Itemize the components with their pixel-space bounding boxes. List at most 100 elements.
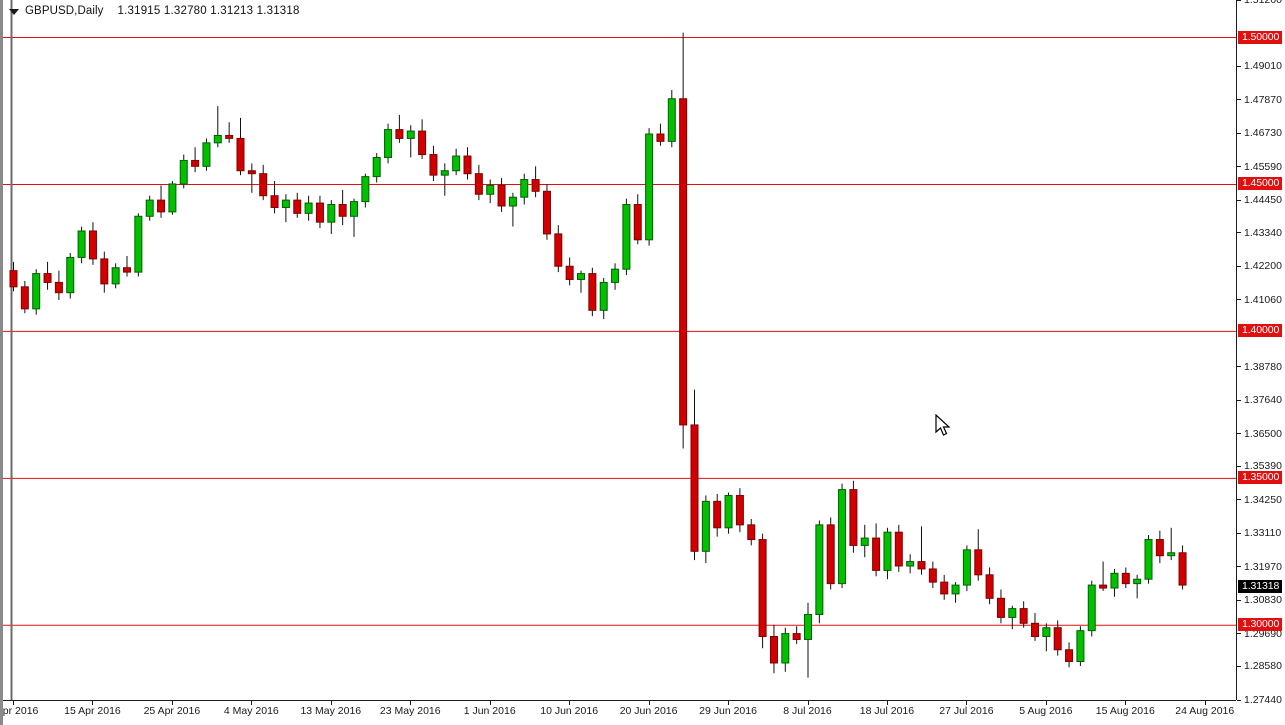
candlestick xyxy=(792,626,801,644)
candle-body xyxy=(9,270,18,288)
price-level-badge[interactable]: 1.50000 xyxy=(1238,30,1283,44)
candle-body xyxy=(440,170,449,176)
time-axis-tick-mark xyxy=(330,701,332,705)
candle-body xyxy=(429,154,438,176)
time-axis-tick-mark xyxy=(807,701,809,705)
candlestick xyxy=(54,270,63,301)
tick-mark xyxy=(1237,99,1241,101)
candlestick xyxy=(747,518,756,546)
time-axis-tick-mark xyxy=(489,701,491,705)
candlestick xyxy=(32,269,41,315)
candle-body xyxy=(508,196,517,207)
candle-body xyxy=(792,633,801,640)
candle-body xyxy=(384,129,393,159)
candle-body xyxy=(20,286,29,310)
price-level-badge[interactable]: 1.45000 xyxy=(1238,177,1283,191)
time-axis[interactable]: 6 Apr 2016 15 Apr 2016 25 Apr 2016 4 May 20… xyxy=(3,700,1236,725)
candlestick xyxy=(372,153,381,183)
candle-body xyxy=(520,179,529,198)
candle-body xyxy=(599,281,608,311)
candle-body xyxy=(974,549,983,576)
candle-body xyxy=(781,633,790,664)
price-chart-plot[interactable] xyxy=(3,0,1236,700)
candlestick xyxy=(304,195,313,221)
tick-mark xyxy=(1237,399,1241,401)
candle-body xyxy=(554,233,563,267)
price-level-badge[interactable]: 1.35000 xyxy=(1238,471,1283,485)
price-axis-tick-label: 1.35390 xyxy=(1244,460,1282,473)
candlestick xyxy=(713,493,722,537)
candlestick xyxy=(88,222,97,265)
candle-body xyxy=(917,561,926,570)
price-axis-tick-label: 1.47870 xyxy=(1244,93,1282,106)
candlestick xyxy=(815,520,824,624)
candle-body xyxy=(259,173,268,197)
candlestick xyxy=(1053,620,1062,656)
candlestick xyxy=(202,138,211,171)
price-axis-tick: 1.51260 xyxy=(1237,0,1282,7)
candlestick xyxy=(1076,626,1085,666)
candlestick xyxy=(145,195,154,221)
candlestick xyxy=(486,179,495,204)
candle-body xyxy=(247,170,256,175)
price-axis-tick-label: 1.49010 xyxy=(1244,60,1282,73)
candlestick xyxy=(418,119,427,159)
candlestick xyxy=(690,389,699,561)
candlestick xyxy=(157,185,166,218)
candlestick xyxy=(645,128,654,246)
candle-body xyxy=(928,568,937,583)
candle-body xyxy=(622,204,631,270)
candlestick xyxy=(327,200,336,234)
candle-body xyxy=(111,267,120,285)
candle-body xyxy=(77,230,86,258)
candlestick xyxy=(996,589,1005,624)
candlestick xyxy=(883,527,892,580)
price-axis-tick-label: 1.42200 xyxy=(1244,260,1282,273)
candle-body xyxy=(145,199,154,217)
candlestick xyxy=(838,483,847,589)
price-axis[interactable]: 1.51260 1.49010 1.47870 1.46730 1.45590 1.444… xyxy=(1236,0,1285,706)
candlestick xyxy=(1144,535,1153,584)
candlestick xyxy=(724,492,733,534)
candlestick xyxy=(168,181,177,215)
price-axis-tick: 1.27440 xyxy=(1237,694,1282,707)
candlestick xyxy=(542,183,551,240)
candlestick xyxy=(1099,561,1108,591)
price-level-badge[interactable]: 1.30000 xyxy=(1238,618,1283,632)
candle-body xyxy=(350,201,358,217)
time-axis-tick-mark xyxy=(1045,701,1047,705)
time-axis-tick-mark xyxy=(966,701,968,705)
price-axis-tick: 1.46730 xyxy=(1237,127,1282,140)
candle-body xyxy=(588,273,597,311)
candle-body xyxy=(679,98,688,426)
candle-body xyxy=(157,199,166,213)
candlestick xyxy=(395,114,404,143)
chevron-down-icon[interactable] xyxy=(9,8,19,15)
ohlc-values: 1.31915 1.32780 1.31213 1.31318 xyxy=(117,5,300,17)
candlestick xyxy=(531,166,540,198)
time-axis-tick-label: 15 Aug 2016 xyxy=(1095,705,1155,717)
candle-body xyxy=(872,537,881,571)
time-axis-tick-mark xyxy=(1204,701,1206,705)
price-level-badge[interactable]: 1.40000 xyxy=(1238,324,1283,338)
tick-mark xyxy=(1237,232,1241,234)
candlestick xyxy=(633,194,642,245)
time-axis-tick-mark xyxy=(728,701,730,705)
candlestick xyxy=(350,198,358,237)
candlestick xyxy=(906,554,915,574)
tick-mark xyxy=(1237,65,1241,67)
candle-body xyxy=(100,258,109,285)
candlestick xyxy=(20,280,29,314)
candle-body xyxy=(123,267,131,273)
tick-mark xyxy=(1237,566,1241,568)
time-axis-tick-mark xyxy=(569,701,571,705)
price-axis-tick-label: 1.46730 xyxy=(1244,127,1282,140)
time-axis-tick-label: 25 Apr 2016 xyxy=(143,705,201,717)
candle-body xyxy=(531,179,540,192)
price-axis-tick-label: 1.28580 xyxy=(1244,660,1282,673)
candlestick xyxy=(508,192,517,227)
price-axis-tick: 1.31970 xyxy=(1237,560,1282,573)
price-axis-tick: 1.42200 xyxy=(1237,260,1282,273)
candle-body xyxy=(270,195,279,208)
tick-mark xyxy=(1237,299,1241,301)
